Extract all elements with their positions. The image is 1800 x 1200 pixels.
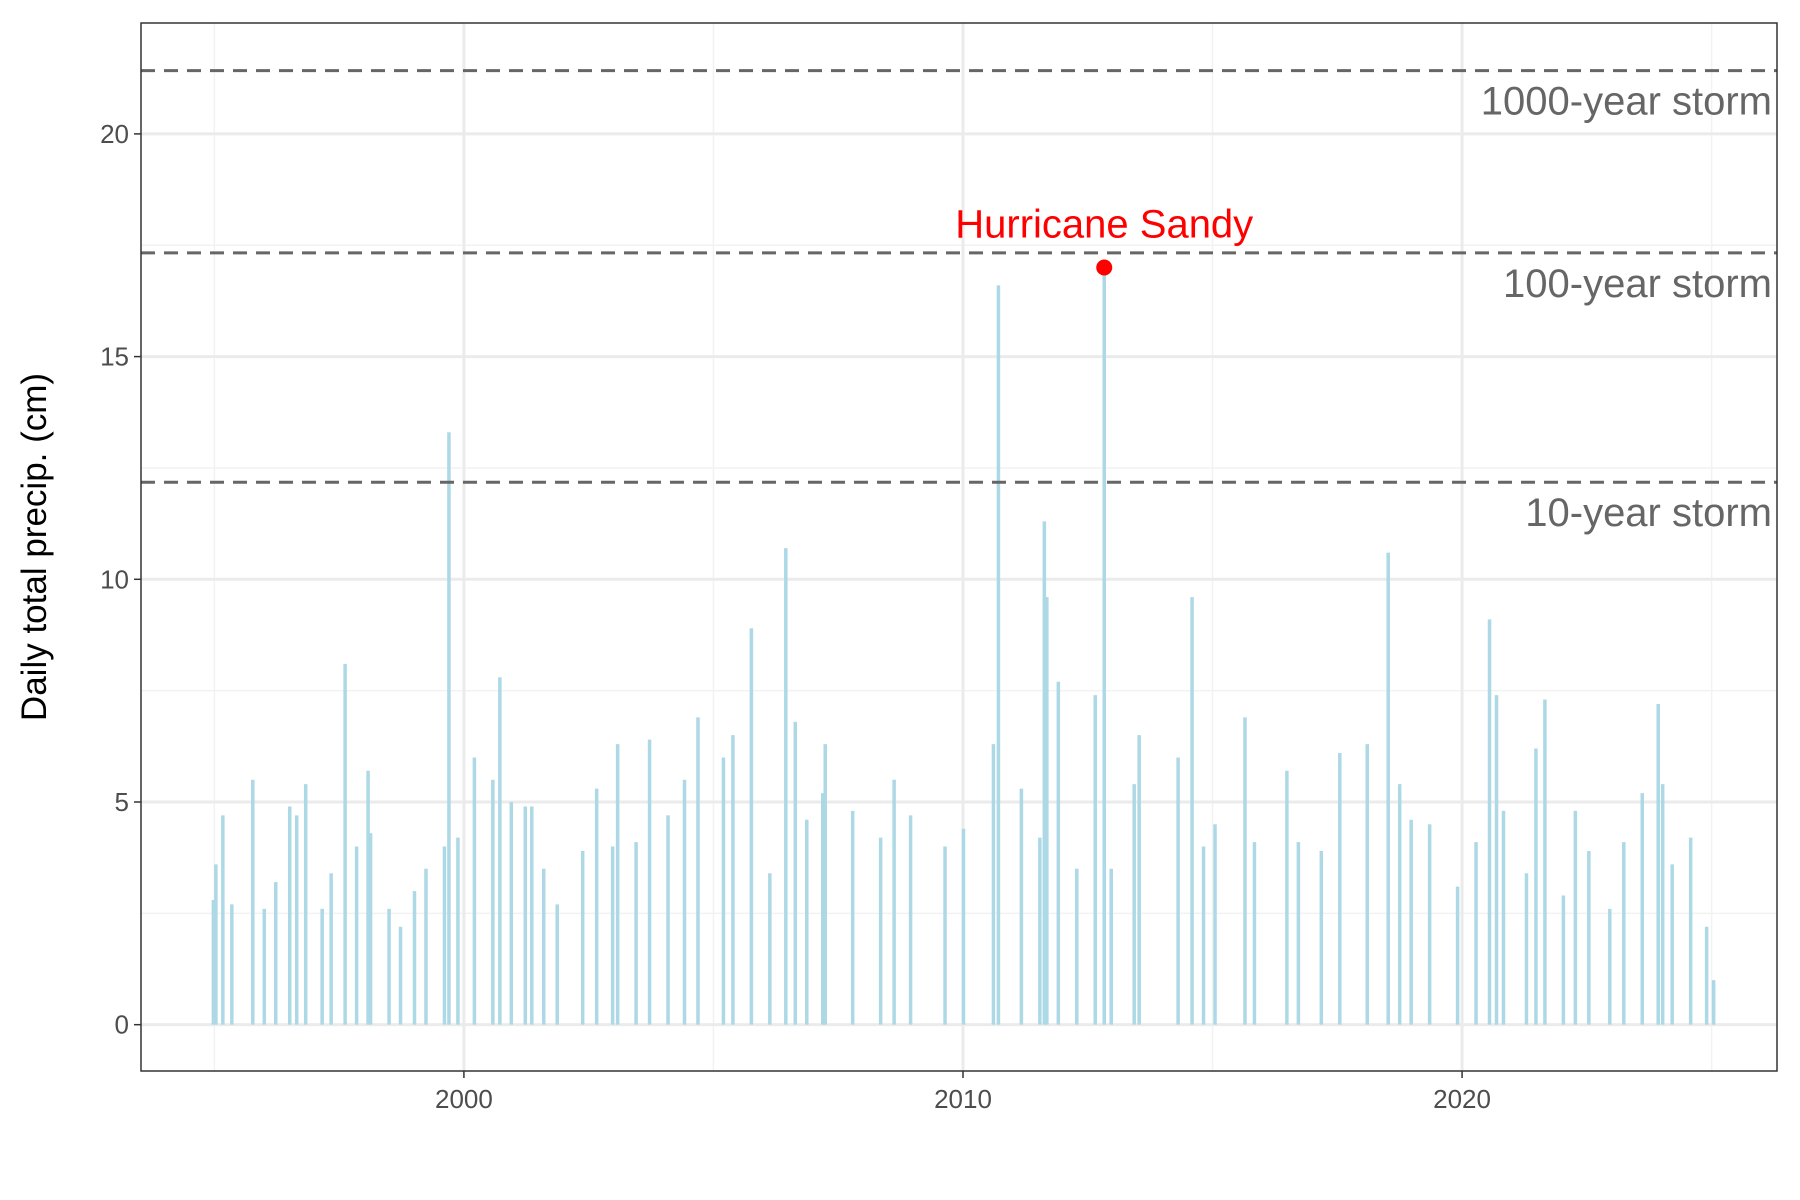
- plot-border: [140, 22, 1778, 1072]
- x-tick-label: 2000: [435, 1084, 493, 1114]
- y-tick-label: 5: [115, 787, 129, 817]
- y-tick-label: 10: [100, 564, 129, 594]
- x-tick-label: 2010: [934, 1084, 992, 1114]
- threshold-label: 10-year storm: [1525, 491, 1772, 535]
- highlight-point: [1096, 259, 1113, 276]
- y-tick-label: 20: [100, 119, 129, 149]
- y-tick-label: 0: [115, 1010, 129, 1040]
- threshold-label: 1000-year storm: [1481, 80, 1772, 124]
- x-tick-label: 2020: [1433, 1084, 1491, 1114]
- threshold-label: 100-year storm: [1503, 262, 1772, 306]
- y-tick-label: 15: [100, 342, 129, 372]
- highlight-label: Hurricane Sandy: [955, 203, 1253, 247]
- y-axis-label: Daily total precip. (cm): [15, 373, 54, 721]
